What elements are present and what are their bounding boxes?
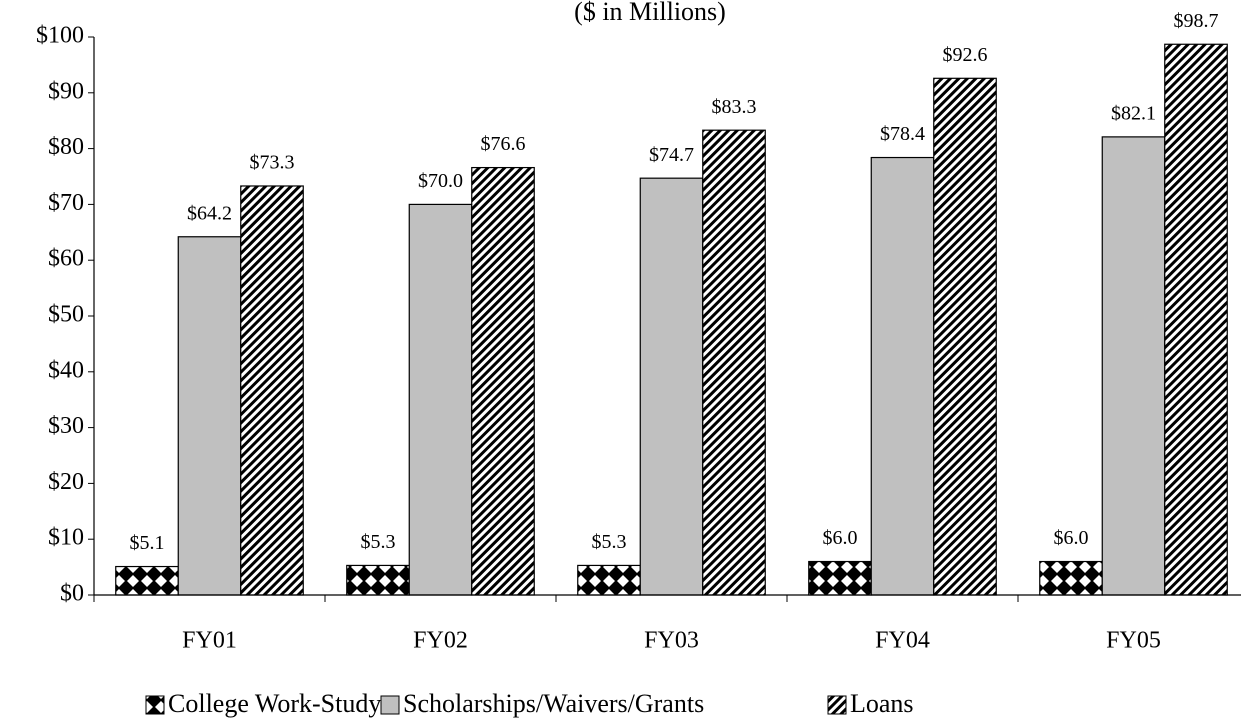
- legend-swatch: [380, 695, 400, 715]
- bar: [177, 236, 242, 596]
- legend-swatch: [145, 695, 165, 715]
- y-tick-label: $80: [48, 134, 84, 160]
- bar: [1164, 43, 1228, 596]
- x-tick-label: FY03: [644, 628, 699, 654]
- legend-label: College Work-Study: [168, 689, 381, 718]
- x-tick-label: FY04: [875, 628, 930, 654]
- x-tick-label: FY05: [1106, 628, 1161, 654]
- data-label: $5.3: [592, 531, 627, 553]
- data-label: $64.2: [187, 202, 232, 224]
- data-label: $82.1: [1111, 102, 1156, 124]
- x-tick-label: FY02: [413, 628, 468, 654]
- y-tick-label: $10: [48, 525, 84, 551]
- bar: [1039, 560, 1103, 596]
- y-tick-label: $30: [48, 413, 84, 439]
- y-tick-label: $100: [36, 23, 84, 49]
- bar: [702, 129, 766, 596]
- bar: [639, 177, 704, 596]
- data-label: $78.4: [880, 123, 925, 145]
- y-tick-label: $40: [48, 357, 84, 383]
- y-tick-label: $70: [48, 190, 84, 216]
- data-label: $73.3: [250, 152, 295, 174]
- bar: [577, 564, 641, 596]
- bar: [115, 565, 179, 596]
- data-label: $76.6: [481, 133, 526, 155]
- chart-title: ($ in Millions): [574, 0, 726, 26]
- y-tick-label: $90: [48, 78, 84, 104]
- bar: [870, 156, 935, 596]
- bar: [408, 203, 473, 596]
- bar: [808, 560, 872, 596]
- y-tick-label: $0: [60, 581, 84, 607]
- y-tick-label: $50: [48, 302, 84, 328]
- bar: [346, 564, 410, 596]
- x-tick-label: FY01: [182, 628, 237, 654]
- data-label: $6.0: [1054, 527, 1089, 549]
- data-label: $70.0: [418, 170, 463, 192]
- bar: [240, 185, 304, 596]
- data-label: $83.3: [712, 96, 757, 118]
- bar: [933, 77, 997, 596]
- bar: [471, 166, 535, 596]
- y-tick-label: $60: [48, 246, 84, 272]
- legend-swatch: [827, 695, 847, 715]
- data-label: $98.7: [1174, 10, 1219, 32]
- legend-label: Scholarships/Waivers/Grants: [403, 689, 704, 718]
- data-label: $5.1: [130, 532, 165, 554]
- data-label: $6.0: [823, 527, 858, 549]
- data-label: $74.7: [649, 144, 694, 166]
- bar: [1101, 136, 1166, 596]
- legend-label: Loans: [850, 689, 914, 718]
- data-label: $92.6: [943, 44, 988, 66]
- y-tick-label: $20: [48, 469, 84, 495]
- data-label: $5.3: [361, 531, 396, 553]
